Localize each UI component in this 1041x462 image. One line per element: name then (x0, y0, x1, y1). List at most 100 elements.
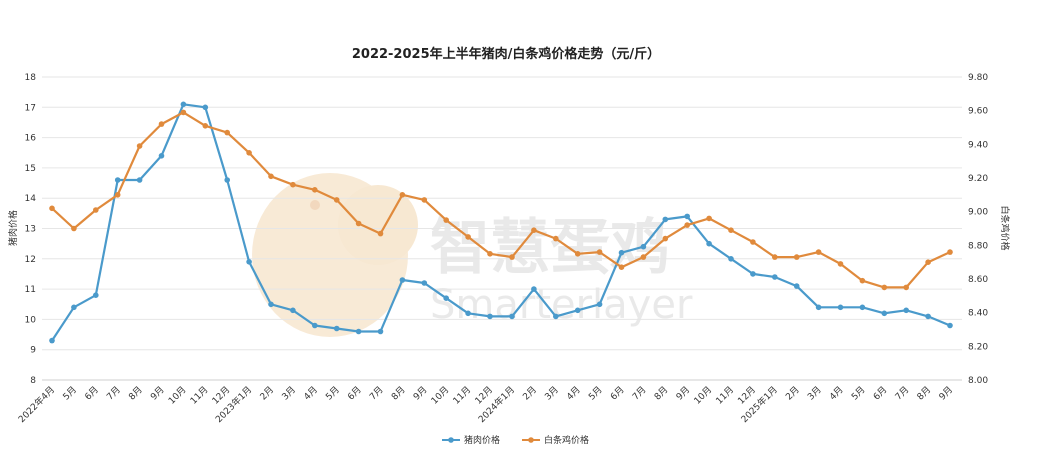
left-tick-label: 9 (30, 346, 36, 356)
right-tick-label: 8.20 (968, 342, 988, 352)
data-point (640, 243, 647, 250)
data-point (136, 143, 143, 149)
data-point (49, 337, 55, 344)
data-point (202, 104, 209, 111)
data-point (399, 192, 406, 198)
data-point (772, 274, 778, 280)
data-point (706, 215, 712, 222)
left-tick-label: 15 (25, 164, 36, 174)
data-point (312, 322, 318, 329)
x-tick-label: 5月 (61, 384, 79, 402)
watermark-text-en: Smarterlayer (430, 282, 693, 328)
legend-swatch-marker (448, 437, 454, 443)
left-tick-label: 17 (25, 103, 36, 113)
x-tick-label: 6月 (83, 384, 101, 402)
left-tick-label: 14 (25, 194, 37, 204)
data-point (224, 177, 230, 183)
legend: 猪肉价格 白条鸡价格 (442, 434, 589, 446)
legend-label: 猪肉价格 (464, 434, 500, 446)
left-tick-label: 11 (25, 285, 36, 295)
data-point (290, 307, 296, 314)
legend-label: 白条鸡价格 (544, 434, 589, 446)
data-point (377, 230, 384, 237)
data-point (114, 177, 121, 183)
data-point (837, 304, 844, 311)
data-point (180, 109, 187, 116)
left-tick-label: 16 (25, 134, 37, 144)
left-tick-label: 10 (25, 315, 37, 325)
data-point (859, 304, 866, 311)
data-point (224, 129, 230, 136)
right-tick-label: 8.60 (968, 275, 988, 285)
x-tick-label: 4月 (302, 384, 320, 402)
data-point (399, 277, 406, 283)
x-tick-label: 10月 (692, 384, 714, 406)
x-tick-label: 11月 (714, 384, 736, 406)
legend-item: 白条鸡价格 (522, 434, 589, 446)
x-tick-label: 11月 (188, 384, 210, 406)
series-layer (49, 101, 953, 344)
x-tick-label: 11月 (451, 384, 473, 406)
data-point (772, 254, 778, 260)
data-point (881, 310, 888, 317)
x-tick-label: 9月 (937, 384, 955, 402)
x-tick-label: 7月 (367, 384, 385, 402)
data-point (509, 313, 515, 320)
series-2 (49, 109, 953, 291)
data-point (706, 240, 712, 247)
data-point (443, 295, 450, 302)
data-point (465, 234, 471, 240)
x-tick-label: 7月 (630, 384, 648, 402)
legend-item: 猪肉价格 (442, 434, 500, 446)
data-point (618, 264, 625, 271)
data-point (114, 192, 121, 198)
data-point (509, 254, 515, 260)
data-point (925, 313, 931, 320)
data-point (859, 277, 866, 284)
data-point (421, 280, 428, 286)
data-point (793, 254, 800, 260)
right-axis: 8.00 8.20 8.40 8.60 8.80 9.00 9.20 9.40 9.60 9.80 (968, 73, 988, 386)
data-point (333, 197, 340, 203)
data-point (158, 121, 165, 127)
x-tick-label: 5月 (324, 384, 342, 402)
x-tick-label: 7月 (105, 384, 123, 402)
data-point (618, 249, 625, 256)
data-point (728, 255, 734, 262)
data-point (93, 292, 99, 299)
chart-title: 2022-2025年上半年猪肉/白条鸡价格走势（元/斤） (352, 46, 660, 62)
data-point (553, 313, 559, 320)
grid-layer (42, 76, 962, 381)
x-tick-label: 8月 (652, 384, 670, 402)
x-tick-label: 4月 (827, 384, 845, 402)
data-point (531, 286, 537, 292)
x-tick-label: 6月 (871, 384, 889, 402)
data-point (640, 254, 647, 260)
data-point (553, 235, 559, 242)
data-point (728, 227, 734, 233)
right-tick-label: 8.00 (968, 376, 988, 386)
data-point (246, 259, 252, 265)
data-point (925, 259, 931, 266)
x-tick-label: 2月 (258, 384, 276, 402)
data-point (268, 301, 274, 308)
x-tick-label: 2月 (521, 384, 539, 402)
data-point (662, 235, 669, 242)
right-tick-label: 9.40 (968, 140, 988, 150)
x-tick-label: 9月 (674, 384, 692, 402)
x-tick-label: 8月 (915, 384, 933, 402)
watermark-logo: 智慧蛋鸡 Smarterlayer (252, 173, 693, 337)
x-tick-label: 4月 (565, 384, 583, 402)
x-tick-label: 3月 (543, 384, 561, 402)
x-tick-label: 10月 (429, 384, 451, 406)
data-point (312, 187, 318, 193)
data-point (487, 251, 493, 257)
data-point (596, 249, 603, 255)
right-tick-label: 9.00 (968, 208, 988, 218)
x-tick-label: 5月 (586, 384, 604, 402)
left-tick-label: 8 (30, 376, 36, 386)
x-tick-label: 6月 (608, 384, 626, 402)
data-point (136, 177, 143, 183)
x-tick-label: 8月 (389, 384, 407, 402)
data-point (333, 325, 340, 332)
